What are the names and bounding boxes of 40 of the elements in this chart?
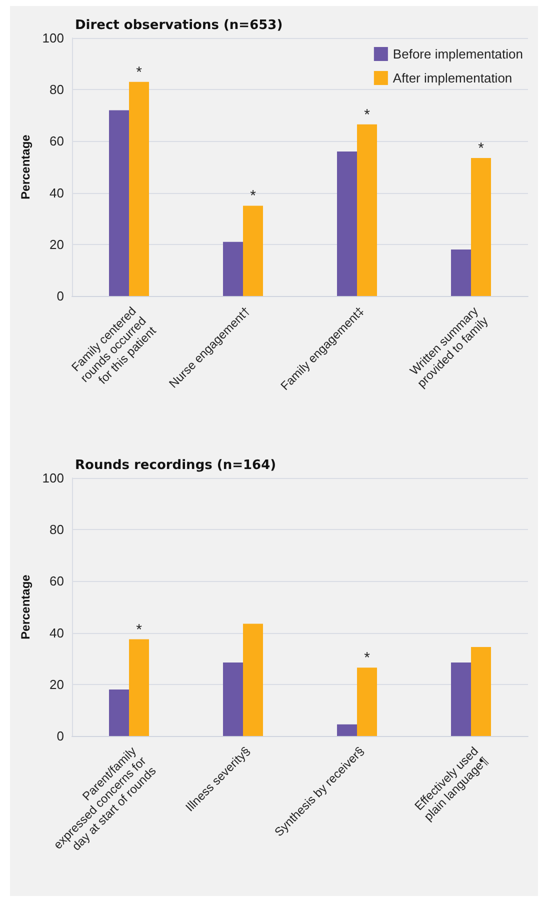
bar — [451, 662, 471, 736]
annotation: * — [136, 64, 142, 81]
y-tick-label: 80 — [50, 522, 64, 538]
annotation: * — [136, 621, 142, 638]
y-tick-label: 0 — [56, 288, 64, 304]
annotation: * — [364, 650, 370, 667]
y-tick-label: 100 — [42, 470, 64, 486]
bar — [337, 724, 357, 736]
annotation: * — [364, 106, 370, 124]
bar — [471, 158, 491, 296]
bar — [109, 110, 129, 296]
bar — [243, 206, 263, 296]
y-tick-label: 60 — [50, 574, 64, 589]
bar — [451, 250, 471, 296]
bar — [129, 82, 149, 296]
legend-label: After implementation — [392, 70, 512, 86]
annotation: * — [478, 140, 484, 157]
bar — [109, 690, 129, 736]
y-tick-label: 100 — [42, 30, 64, 46]
bar — [223, 242, 243, 296]
bar — [357, 124, 377, 296]
chart-title: Direct observations (n=653) — [75, 18, 283, 33]
y-axis-title: Percentage — [18, 574, 32, 640]
legend-label: Before implementation — [392, 46, 524, 62]
y-tick-label: 20 — [50, 676, 64, 692]
y-tick-label: 40 — [50, 625, 64, 640]
bar — [243, 624, 263, 736]
y-axis-title: Percentage — [18, 134, 32, 200]
bar — [223, 662, 243, 736]
bar — [357, 668, 377, 736]
bar — [471, 646, 491, 736]
chart-title: Rounds recordings (n=164) — [75, 458, 276, 473]
y-tick-label: 80 — [50, 82, 64, 98]
annotation: * — [250, 188, 256, 205]
y-tick-label: 40 — [50, 185, 64, 200]
y-tick-label: 60 — [50, 134, 64, 149]
bar — [337, 152, 357, 296]
y-tick-label: 20 — [50, 236, 64, 252]
bar — [129, 639, 149, 736]
y-tick-label: 0 — [56, 728, 64, 744]
